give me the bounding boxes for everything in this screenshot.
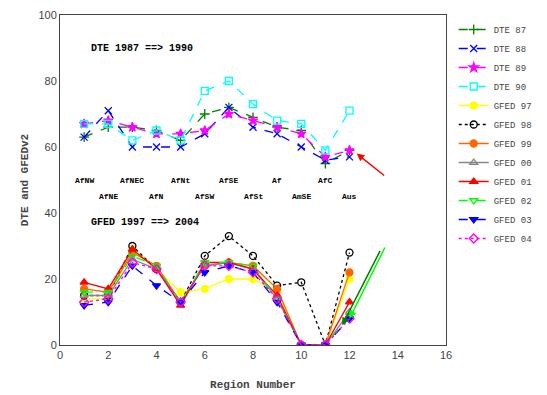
svg-text:AfNE: AfNE xyxy=(99,192,118,201)
svg-text:10: 10 xyxy=(295,349,307,361)
svg-text:DTE 89: DTE 89 xyxy=(494,64,526,74)
svg-text:16: 16 xyxy=(440,349,452,361)
svg-text:AfN: AfN xyxy=(149,192,164,201)
svg-text:20: 20 xyxy=(45,273,57,285)
svg-text:DTE and GFEDv2: DTE and GFEDv2 xyxy=(19,134,31,226)
svg-text:DTE 90: DTE 90 xyxy=(494,83,526,93)
svg-text:AfNEC: AfNEC xyxy=(120,176,144,185)
svg-text:DTE 1987 ==> 1990: DTE 1987 ==> 1990 xyxy=(91,43,193,54)
svg-text:4: 4 xyxy=(153,349,159,361)
svg-text:GFED 98: GFED 98 xyxy=(494,121,532,131)
svg-text:40: 40 xyxy=(45,207,57,219)
svg-text:14: 14 xyxy=(392,349,404,361)
svg-text:Region Number: Region Number xyxy=(210,379,296,391)
svg-text:DTE 88: DTE 88 xyxy=(494,45,526,55)
svg-text:AmSE: AmSE xyxy=(292,192,311,201)
svg-text:60: 60 xyxy=(45,141,57,153)
svg-text:AfSE: AfSE xyxy=(219,176,238,185)
svg-text:GFED 99: GFED 99 xyxy=(494,140,532,150)
svg-text:GFED 02: GFED 02 xyxy=(494,197,532,207)
svg-text:0: 0 xyxy=(51,339,57,351)
svg-text:GFED 97: GFED 97 xyxy=(494,102,532,112)
svg-text:GFED 00: GFED 00 xyxy=(494,159,532,169)
svg-text:AfSW: AfSW xyxy=(195,192,214,201)
svg-text:80: 80 xyxy=(45,75,57,87)
svg-text:AfSt: AfSt xyxy=(244,192,263,201)
svg-text:DTE 87: DTE 87 xyxy=(494,26,526,36)
svg-text:0: 0 xyxy=(57,349,63,361)
svg-text:GFED 1997 ==> 2004: GFED 1997 ==> 2004 xyxy=(91,217,199,228)
svg-text:GFED 04: GFED 04 xyxy=(494,235,532,245)
svg-text:AfNt: AfNt xyxy=(171,176,190,185)
svg-text:6: 6 xyxy=(202,349,208,361)
svg-text:2: 2 xyxy=(105,349,111,361)
svg-text:AfNW: AfNW xyxy=(75,176,94,185)
svg-text:AfC: AfC xyxy=(318,176,333,185)
svg-text:Af: Af xyxy=(272,176,282,185)
svg-text:GFED 01: GFED 01 xyxy=(494,178,532,188)
svg-text:GFED 03: GFED 03 xyxy=(494,216,532,226)
svg-text:Aus: Aus xyxy=(342,192,357,201)
svg-text:100: 100 xyxy=(38,9,56,21)
svg-text:8: 8 xyxy=(250,349,256,361)
svg-text:12: 12 xyxy=(343,349,355,361)
